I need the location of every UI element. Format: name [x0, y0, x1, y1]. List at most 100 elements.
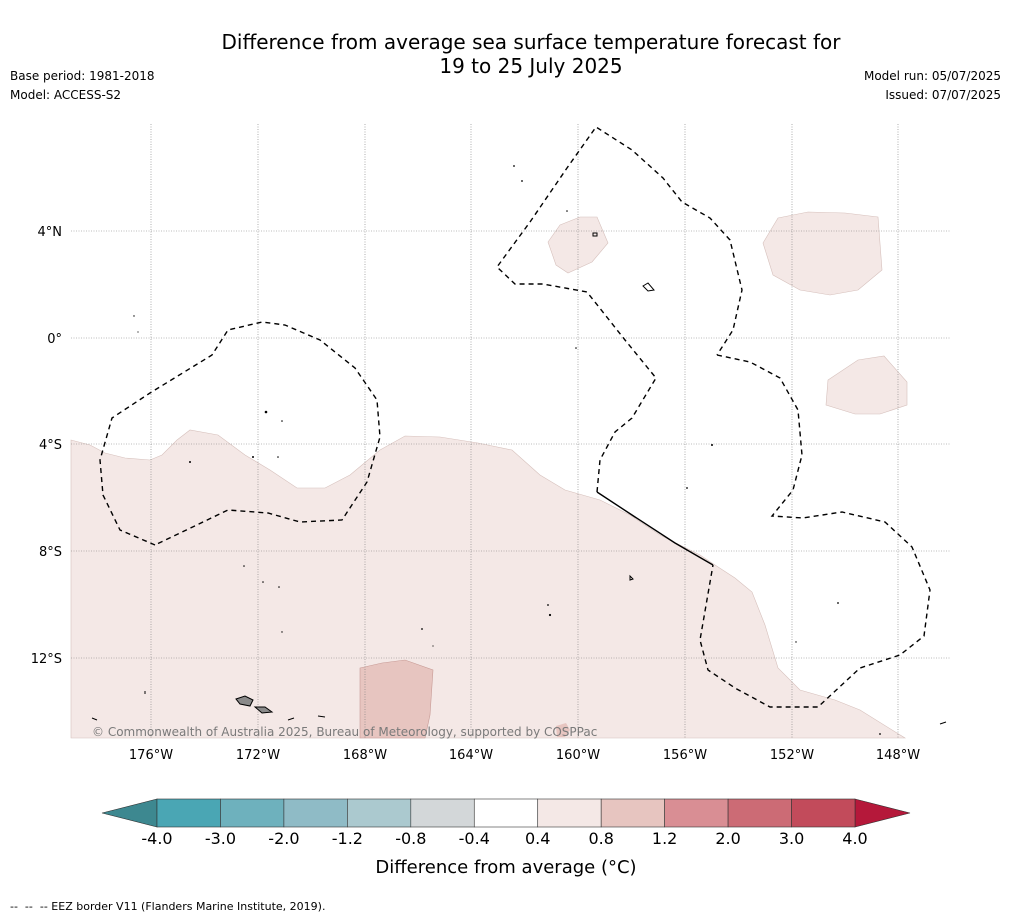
islet — [432, 645, 434, 647]
atoll-3 — [629, 574, 634, 581]
atoll-5 — [287, 717, 295, 721]
atoll-7 — [939, 721, 947, 725]
islet — [133, 315, 135, 317]
model-run: Model run: 05/07/2025 — [863, 69, 1001, 83]
anomaly-region-patch — [359, 659, 434, 739]
gridlines — [71, 124, 950, 738]
island-savaii — [235, 695, 254, 707]
colorbar-segment — [473, 798, 539, 828]
islet — [421, 628, 423, 630]
islet — [711, 444, 713, 446]
atolls — [91, 232, 947, 725]
colorbar-segment — [600, 798, 665, 828]
lon-label: 172°W — [236, 748, 280, 763]
colorbar-over-arrow — [854, 798, 911, 828]
atoll-6 — [317, 715, 326, 718]
colorbar-title: Difference from average (°C) — [375, 857, 636, 878]
title-line-1: Difference from average sea surface temp… — [221, 30, 841, 54]
colorbar-tick-label: -3.0 — [205, 829, 236, 848]
colorbar-tick-label: 0.4 — [525, 829, 550, 848]
eez-border-west — [99, 321, 381, 546]
islet — [575, 347, 577, 349]
colorbar-tick-label: -4.0 — [141, 829, 172, 848]
lon-label: 160°W — [556, 748, 600, 763]
lat-label: 4°N — [38, 225, 63, 240]
colorbar-tick-label: -1.2 — [332, 829, 363, 848]
islet — [189, 461, 191, 463]
anomaly-region-ne2 — [762, 211, 883, 296]
islet — [278, 586, 280, 588]
islet — [264, 410, 268, 414]
islet — [521, 180, 523, 182]
atoll-2 — [642, 282, 655, 292]
islet — [281, 420, 283, 422]
colorbar-segment — [664, 798, 729, 828]
meta-left: Base period: 1981-2018 Model: ACCESS-S2 — [10, 67, 155, 105]
islet — [262, 581, 264, 583]
islet — [281, 631, 283, 633]
map-title: Difference from average sea surface temp… — [0, 30, 1011, 78]
colorbar-segment — [410, 798, 475, 828]
lat-label: 12°S — [31, 652, 62, 667]
islet — [252, 456, 254, 458]
colorbar-tick-label: 2.0 — [715, 829, 740, 848]
lon-label: 168°W — [343, 748, 387, 763]
colorbar-ticks: -4.0 -3.0 -2.0 -1.2 -0.8 -0.4 0.4 0.8 1.2 2.0 3.0 4… — [141, 829, 867, 848]
islet — [566, 210, 568, 212]
lon-label: 176°W — [129, 748, 173, 763]
colorbar-segment — [791, 798, 856, 828]
colorbar-under-arrow — [101, 798, 158, 828]
colorbar-segment — [156, 798, 221, 828]
colorbar-tick-label: 1.2 — [652, 829, 677, 848]
islet — [513, 165, 515, 167]
eez-border-east — [699, 354, 931, 708]
meta-right: Model run: 05/07/2025 Issued: 07/07/2025 — [864, 67, 1001, 105]
colorbar-segment — [537, 798, 602, 828]
islands — [235, 695, 274, 714]
lat-label: 0° — [47, 332, 62, 347]
anomaly-region-ne3 — [825, 355, 908, 415]
anomaly-region-south — [70, 429, 907, 739]
islet — [837, 602, 839, 604]
colorbar-tick-label: -0.8 — [395, 829, 426, 848]
eez-borders — [99, 126, 931, 708]
model-name: Model: ACCESS-S2 — [10, 88, 122, 102]
atoll-4 — [91, 717, 98, 721]
colorbar-tick-label: -2.0 — [268, 829, 299, 848]
eez-border-central — [496, 126, 743, 493]
colorbar-tick-label: -0.4 — [459, 829, 490, 848]
colorbar: -4.0 -3.0 -2.0 -1.2 -0.8 -0.4 0.4 0.8 1.2 2.0 3.0 4… — [101, 798, 911, 878]
footer-note: -- -- -- EEZ border V11 (Flanders Marine… — [10, 900, 326, 913]
lat-labels: 4°N 0° 4°S 8°S 12°S — [31, 225, 62, 667]
colorbar-segments — [156, 798, 856, 828]
colorbar-segment — [220, 798, 285, 828]
islet — [547, 604, 549, 606]
colorbar-segment — [283, 798, 348, 828]
lon-label: 152°W — [770, 748, 814, 763]
lon-label: 148°W — [876, 748, 920, 763]
colorbar-segment — [727, 798, 792, 828]
islet — [548, 613, 552, 617]
eez-shared-boundary — [596, 491, 714, 566]
islet — [795, 641, 797, 643]
islet — [243, 565, 245, 567]
small-islets — [133, 165, 881, 735]
island-upolu — [253, 706, 274, 714]
issued-date: Issued: 07/07/2025 — [885, 88, 1001, 102]
colorbar-segment — [347, 798, 412, 828]
islet — [277, 456, 279, 458]
islet — [137, 331, 139, 333]
lon-label: 156°W — [663, 748, 707, 763]
base-period: Base period: 1981-2018 — [10, 69, 155, 83]
atoll-1 — [592, 232, 598, 237]
anomaly-region-small — [556, 723, 570, 737]
islet — [879, 733, 881, 735]
colorbar-tick-label: 3.0 — [779, 829, 804, 848]
lat-label: 4°S — [39, 438, 62, 453]
title-line-2: 19 to 25 July 2025 — [439, 54, 623, 78]
lat-label: 8°S — [39, 545, 62, 560]
islet — [686, 487, 688, 489]
lon-label: 164°W — [449, 748, 493, 763]
colorbar-tick-label: 0.8 — [588, 829, 613, 848]
